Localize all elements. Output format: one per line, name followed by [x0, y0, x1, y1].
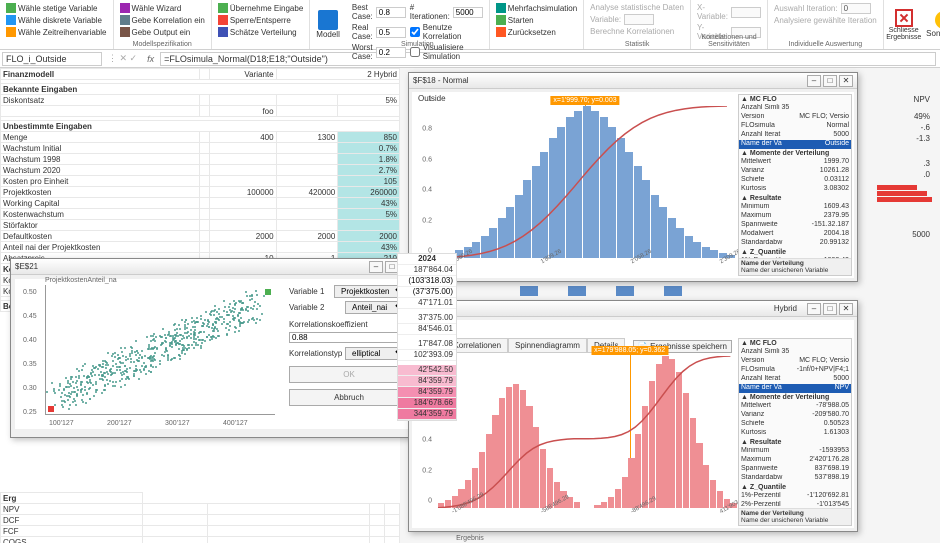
fx-icon[interactable]: fx — [141, 54, 160, 64]
scatter-title: $E$21 — [15, 262, 38, 271]
histo1-window: $F$18 - Normal – □ ✕ Outside 00.20.40.60… — [408, 72, 858, 282]
btn-wizard[interactable]: Wähle Wizard — [118, 2, 207, 14]
col-2024: 2024 187'864.04 (103'318.03) (37'375.00)… — [397, 253, 457, 421]
side-5000: 5000 — [912, 230, 930, 239]
table-row[interactable]: Wachstum Initial0.7% — [1, 143, 400, 154]
field-xvar: X-Variable: — [695, 2, 763, 22]
btn-stetige-var[interactable]: Wähle stetige Variable — [4, 2, 109, 14]
table-row[interactable]: Defaultkosten200020002000 — [1, 231, 400, 242]
btn-zeitreihen-var[interactable]: Wähle Zeitreihenvariable — [4, 26, 109, 38]
field-best[interactable]: Best Case: — [350, 2, 408, 22]
minimize-icon[interactable]: – — [807, 303, 821, 315]
btn-start[interactable]: Starten — [494, 14, 579, 26]
histo2-window: $F$43Hybrid – □ ✕ NPVKorrelationenSpinne… — [408, 300, 858, 532]
btn-analyse-stat: Analyse statistische Daten — [588, 2, 686, 13]
table-row[interactable]: FCF — [1, 526, 400, 537]
table-row[interactable]: NPV — [1, 504, 400, 515]
table-row[interactable]: Wachstum 20202.7% — [1, 165, 400, 176]
group-label-sim: Simulation — [346, 41, 489, 48]
btn-korrelation[interactable]: Gebe Korrelation ein — [118, 14, 207, 26]
btn-reset[interactable]: Zurücksetzen — [494, 26, 579, 38]
scatter-coef[interactable] — [289, 332, 409, 343]
table-row[interactable]: Anteil nai der Projektkosten43% — [1, 242, 400, 253]
table-row[interactable]: Störfaktor — [1, 220, 400, 231]
btn-modell[interactable]: Modell — [310, 0, 346, 49]
close-icon[interactable]: ✕ — [839, 303, 853, 315]
tab-spinnendiagramm[interactable]: Spinnendiagramm — [508, 338, 587, 353]
btn-multisim[interactable]: Mehrfachsimulation — [494, 2, 579, 14]
maximize-icon[interactable]: □ — [823, 75, 837, 87]
histo2-stats: ▲ MC FLO Anzahl Simli 35 VersionMC FLO; … — [738, 338, 852, 526]
table-row[interactable]: Projektkosten100000420000260000 — [1, 187, 400, 198]
table-row[interactable]: Menge4001300850 — [1, 132, 400, 143]
name-box[interactable]: FLO_i_Outside — [2, 52, 102, 66]
group-label-stat: Statistik — [584, 41, 690, 48]
scatter-window: $E$21 – □ ✕ ProjektkostenAnteil_na Varia… — [10, 258, 420, 438]
table-row[interactable]: Wachstum 19981.8% — [1, 154, 400, 165]
ribbon: Wähle stetige Variable Wähle diskrete Va… — [0, 0, 940, 50]
minimize-icon[interactable]: – — [807, 75, 821, 87]
field-variable: Variable: — [588, 13, 686, 26]
table-row[interactable]: COGS — [1, 537, 400, 543]
maximize-icon[interactable]: □ — [823, 303, 837, 315]
group-label-indiv: Individuelle Auswertung — [768, 41, 883, 48]
group-label-sens: Korrelationen und Sensitivitäten — [691, 34, 767, 48]
sheet-title: Finanzmodell — [1, 69, 200, 80]
scatter-plot[interactable] — [45, 285, 275, 415]
group-label-model: Modellspezifikation — [114, 41, 211, 48]
formula-input[interactable]: =FLOsimula_Normal(D18;E18;"Outside") — [160, 52, 936, 66]
minimize-icon[interactable]: – — [369, 261, 383, 273]
erg-label: Erg — [1, 493, 143, 504]
red-bars — [877, 185, 932, 203]
field-auswahl-iter: Auswahl Iteration: — [772, 2, 879, 15]
btn-uebernehme[interactable]: Übernehme Eingabe — [216, 2, 305, 14]
btn-sperre[interactable]: Sperre/Entsperre — [216, 14, 305, 26]
scatter-ok: OK — [289, 366, 409, 383]
btn-schaetze[interactable]: Schätze Verteilung — [216, 26, 305, 38]
table-row[interactable]: DCF — [1, 515, 400, 526]
mini-blocks — [520, 286, 682, 296]
table-row[interactable]: Kostenwachstum5% — [1, 209, 400, 220]
btn-berechne-korr: Berechne Korrelationen — [588, 26, 686, 37]
histo2-plot[interactable]: x=179'988.05; y=0.362 — [436, 356, 734, 508]
table-row[interactable]: Kosten pro Einheit105 — [1, 176, 400, 187]
scatter-cancel[interactable]: Abbruch — [289, 389, 409, 406]
table-row[interactable]: Working Capital43% — [1, 198, 400, 209]
btn-close-results[interactable]: Schliesse Ergebnisse Ergebnis — [884, 0, 924, 49]
chk-korr[interactable]: Benutze Korrelation — [408, 22, 485, 42]
btn-sonstiges[interactable]: Sonstiges — [924, 0, 940, 49]
field-real[interactable]: Real Case: — [350, 22, 408, 42]
histo1-stats: ▲ MC FLO Anzahl Simli 35 VersionMC FLO; … — [738, 94, 852, 276]
side-values: NPV 49% -.6 -1.3 .3 .0 — [914, 95, 930, 181]
btn-diskrete-var[interactable]: Wähle diskrete Variable — [4, 14, 109, 26]
close-icon[interactable]: ✕ — [839, 75, 853, 87]
btn-output[interactable]: Gebe Output ein — [118, 26, 207, 38]
field-iter[interactable]: # Iterationen: — [408, 2, 485, 22]
histo1-plot[interactable]: x=1'999.70; y=0.003 — [436, 106, 734, 258]
btn-analyse-iter: Analysiere gewählte Iteration — [772, 15, 879, 26]
